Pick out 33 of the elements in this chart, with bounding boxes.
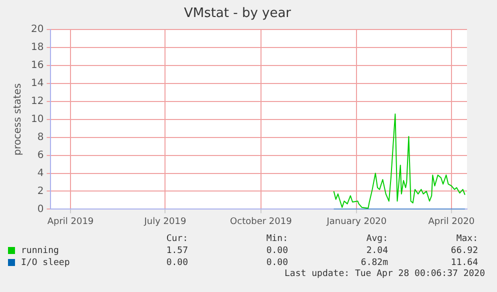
- x-tick-label: April 2019: [47, 216, 94, 227]
- y-tick-label: 20: [30, 24, 44, 36]
- y-tick-label: 2: [37, 186, 44, 197]
- y-tick-label: 14: [30, 78, 44, 90]
- x-tick-label: October 2019: [230, 216, 292, 227]
- text: 1.57: [165, 245, 188, 257]
- text: 6.82m: [360, 257, 388, 269]
- text: Avg:: [365, 233, 388, 245]
- y-tick-label: 12: [30, 96, 44, 108]
- text: 0.00: [165, 257, 188, 269]
- text: 2.04: [365, 245, 388, 257]
- legend-label: running: [20, 245, 60, 257]
- y-axis-title: process states: [12, 83, 24, 156]
- y-tick-label: 10: [30, 114, 44, 125]
- chart-title: VMstat - by year: [184, 6, 292, 22]
- x-tick-label: July 2019: [143, 216, 186, 227]
- text: Min:: [265, 233, 288, 245]
- text: Last update: Tue Apr 28 00:06:37 2020: [284, 269, 485, 279]
- text: Max:: [455, 233, 478, 245]
- y-tick-label: 4: [37, 168, 44, 179]
- y-tick-label: 6: [37, 150, 44, 161]
- y-tick-label: 0: [37, 204, 44, 215]
- text: 0.00: [265, 245, 288, 257]
- y-tick-label: 8: [37, 132, 44, 143]
- text: Cur:: [165, 233, 188, 245]
- legend-label: I/O sleep: [20, 257, 71, 269]
- text: 66.92: [450, 245, 478, 257]
- x-tick-label: January 2020: [326, 216, 387, 227]
- y-tick-label: 16: [30, 60, 44, 72]
- text: 0.00: [265, 257, 288, 269]
- x-tick-label: April 2020: [428, 216, 475, 227]
- y-tick-label: 18: [30, 42, 44, 54]
- text: 11.64: [450, 257, 478, 269]
